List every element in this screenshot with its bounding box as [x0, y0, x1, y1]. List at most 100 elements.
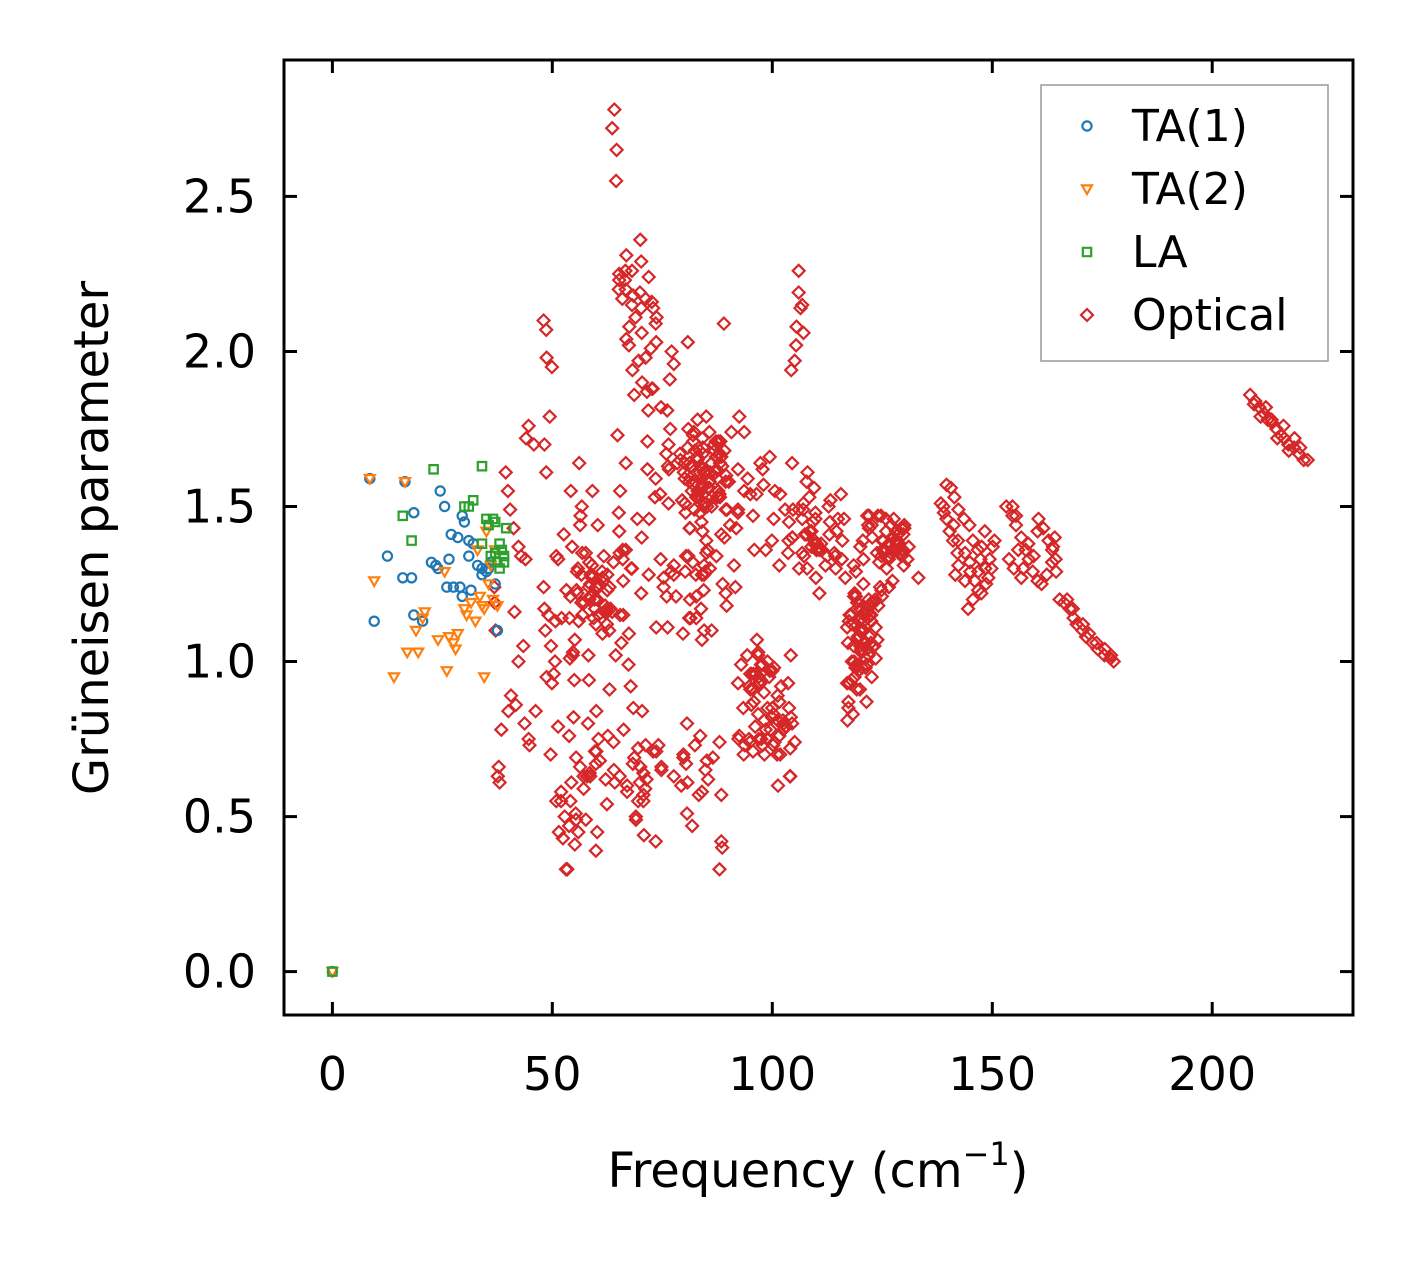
data-point — [612, 483, 628, 499]
data-point — [704, 622, 720, 639]
legend-marker — [1079, 307, 1095, 323]
x-tick-label: 50 — [523, 1047, 582, 1101]
data-point — [1275, 418, 1292, 434]
data-point — [884, 542, 900, 558]
data-point — [456, 590, 468, 603]
data-point — [587, 591, 603, 608]
data-point — [784, 529, 800, 546]
data-point — [618, 455, 634, 471]
data-point — [688, 489, 704, 505]
data-point — [599, 796, 615, 812]
data-point — [1281, 443, 1297, 459]
data-point — [711, 861, 728, 877]
data-point — [362, 473, 377, 486]
data-point — [739, 647, 755, 663]
data-point — [965, 533, 981, 549]
data-point — [698, 545, 714, 561]
data-point — [457, 604, 472, 616]
data-point — [1269, 430, 1285, 446]
data-point — [644, 381, 660, 397]
data-point — [367, 576, 382, 589]
data-point — [500, 522, 512, 534]
legend-label: Optical — [1132, 290, 1287, 341]
data-point — [693, 514, 710, 530]
data-point — [864, 669, 880, 685]
data-point — [664, 343, 680, 360]
data-point — [521, 737, 538, 753]
data-point — [639, 433, 655, 449]
data-point — [1006, 560, 1022, 577]
data-point — [980, 570, 996, 586]
data-point — [704, 498, 720, 515]
data-point — [998, 498, 1014, 515]
legend-items: TA(1) TA(2) LA Optical — [1079, 101, 1287, 341]
data-point — [557, 809, 573, 825]
data-point — [687, 474, 703, 490]
data-point — [839, 712, 856, 728]
data-point — [517, 551, 534, 567]
data-point — [949, 545, 966, 561]
data-point — [615, 607, 631, 623]
data-point — [770, 778, 786, 794]
data-point — [641, 269, 657, 285]
data-point — [611, 272, 627, 288]
data-point — [675, 746, 691, 763]
data-point — [661, 461, 677, 477]
data-point — [636, 827, 652, 843]
data-point — [1286, 430, 1303, 446]
data-points — [325, 102, 1316, 979]
data-point — [677, 471, 693, 487]
data-point — [854, 622, 870, 639]
data-point — [751, 669, 767, 685]
data-point — [539, 350, 555, 366]
data-point — [634, 374, 650, 391]
data-point — [828, 523, 845, 539]
data-point — [496, 544, 508, 556]
x-tick-label: 150 — [948, 1047, 1036, 1101]
data-point — [594, 626, 611, 642]
data-point — [728, 520, 744, 536]
data-point — [450, 628, 465, 641]
data-point — [936, 505, 952, 521]
data-point — [477, 672, 492, 685]
data-point — [477, 604, 492, 616]
data-point — [750, 644, 766, 660]
data-point — [594, 564, 610, 580]
data-point — [842, 607, 858, 623]
data-point — [605, 554, 622, 570]
data-point — [795, 495, 812, 511]
data-point — [796, 548, 812, 564]
data-point — [1033, 576, 1050, 592]
data-point — [627, 309, 644, 325]
data-point — [489, 516, 501, 528]
data-point — [957, 573, 973, 589]
data-point — [872, 579, 888, 595]
data-point — [977, 523, 993, 539]
data-point — [600, 728, 616, 744]
legend-label: TA(1) — [1131, 101, 1248, 152]
data-point — [510, 539, 527, 555]
data-point — [1026, 548, 1042, 564]
data-point — [592, 753, 608, 769]
data-point — [587, 601, 603, 617]
data-point — [542, 409, 558, 425]
data-point — [758, 722, 774, 738]
data-point — [782, 768, 798, 784]
data-point — [574, 545, 590, 561]
data-point — [1065, 601, 1081, 617]
data-point — [686, 424, 702, 440]
data-point — [448, 644, 463, 657]
data-point — [719, 598, 735, 614]
data-point — [408, 507, 420, 519]
data-point — [679, 715, 695, 732]
data-point — [780, 675, 796, 691]
data-point — [662, 421, 678, 437]
data-point — [599, 582, 615, 598]
data-point — [945, 533, 961, 549]
data-point — [634, 325, 650, 341]
data-point — [656, 570, 672, 586]
data-point — [660, 619, 676, 635]
data-point — [718, 474, 734, 490]
data-point — [722, 517, 738, 533]
data-point — [1035, 520, 1051, 536]
